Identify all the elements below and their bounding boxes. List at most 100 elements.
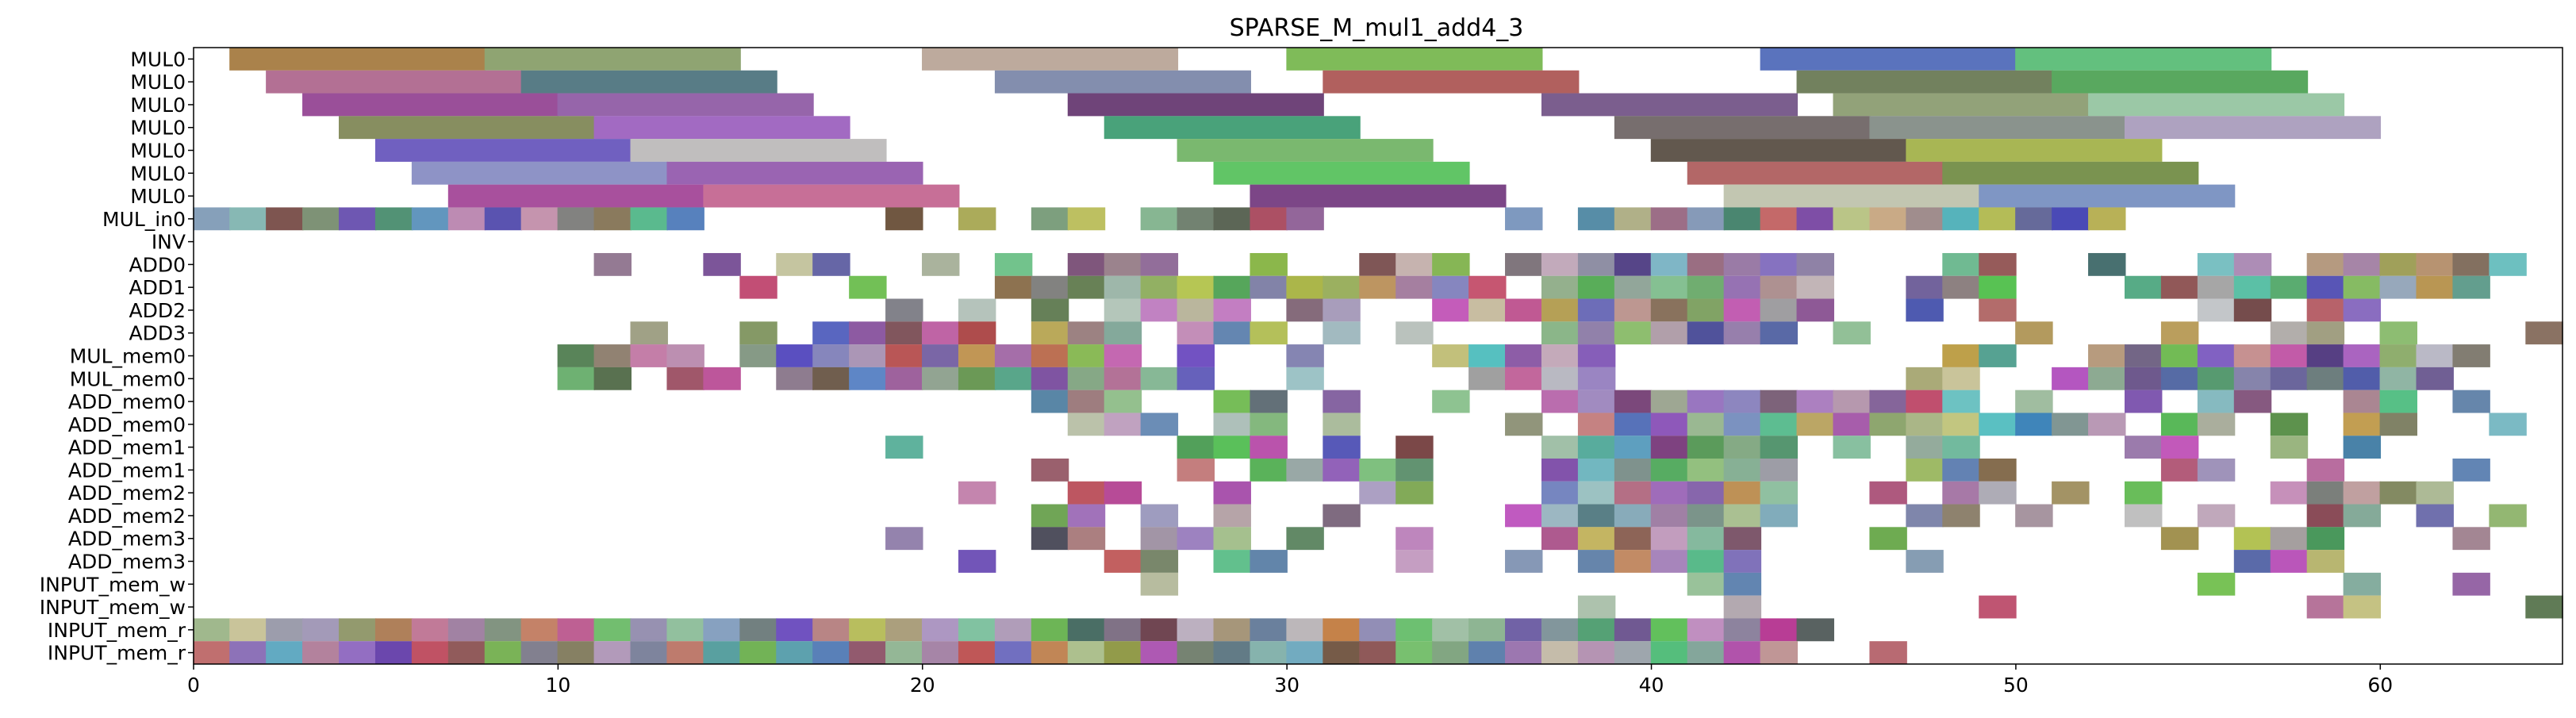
task-bar-row19-19 (2306, 481, 2345, 505)
task-bar-row7-17 (1067, 207, 1106, 231)
task-bar-row13-14 (1104, 344, 1142, 367)
task-bar-row7-12 (630, 207, 668, 231)
task-bar-row13-27 (2197, 344, 2236, 367)
task-bar-row25-33 (1395, 618, 1434, 642)
task-bar-row19-8 (1614, 481, 1653, 505)
task-bar-row10-34 (2379, 275, 2417, 299)
task-bar-row10-35 (2416, 275, 2454, 299)
task-bar-row21-18 (2306, 527, 2345, 551)
y-tick-label: ADD2 (129, 299, 186, 322)
x-tick-label: 10 (545, 674, 570, 697)
task-bar-row18-17 (2160, 458, 2199, 482)
task-bar-row25-4 (339, 618, 377, 642)
task-bar-row11-9 (1432, 298, 1470, 322)
task-bar-row12-2 (812, 321, 850, 345)
task-bar-row16-3 (1213, 413, 1251, 436)
task-bar-row17-12 (1760, 436, 1799, 459)
task-bar-row5-2 (1213, 161, 1470, 185)
task-bar-row10-21 (1723, 275, 1762, 299)
task-bar-row26-0 (193, 641, 231, 665)
task-bar-row2-4 (1833, 93, 2090, 117)
task-bar-row12-25 (2270, 321, 2309, 345)
task-bar-row4-0 (374, 139, 632, 162)
task-bar-row15-4 (1250, 390, 1288, 413)
y-tick-label: MUL0 (130, 94, 186, 117)
task-bar-row15-17 (1906, 390, 1944, 413)
task-bar-row7-37 (2052, 207, 2090, 231)
task-bar-row13-13 (1067, 344, 1106, 367)
task-bar-row26-29 (1250, 641, 1288, 665)
task-bar-row26-23 (1031, 641, 1069, 665)
y-tick-label: ADD_mem2 (68, 482, 186, 505)
task-bar-row0-3 (1286, 47, 1543, 71)
task-bar-row22-0 (958, 550, 996, 573)
task-bar-row0-4 (1760, 47, 2017, 71)
task-bar-row19-3 (1213, 481, 1251, 505)
task-bar-row0-0 (229, 47, 486, 71)
x-tick-label: 20 (910, 674, 935, 697)
task-bar-row25-24 (1067, 618, 1106, 642)
task-bar-row10-0 (739, 275, 777, 299)
task-bar-row9-10 (1359, 252, 1397, 276)
task-bar-row25-36 (1505, 618, 1543, 642)
task-bar-row15-25 (2452, 390, 2490, 413)
task-bar-row26-27 (1177, 641, 1215, 665)
task-bar-row20-16 (2124, 504, 2163, 528)
task-bar-row15-24 (2379, 390, 2417, 413)
task-bar-row25-16 (776, 618, 814, 642)
task-bar-row13-11 (994, 344, 1033, 367)
task-bar-row19-14 (1942, 481, 1980, 505)
task-bar-row17-14 (1906, 436, 1944, 459)
task-bar-row3-4 (1869, 116, 2126, 140)
task-bar-row20-19 (2343, 504, 2382, 528)
task-bar-row10-22 (1760, 275, 1799, 299)
task-bar-row17-2 (1213, 436, 1251, 459)
task-bar-row4-4 (1906, 139, 2163, 162)
task-bar-row1-5 (2052, 70, 2309, 94)
task-bar-row9-4 (922, 252, 960, 276)
task-bar-row23-3 (2197, 572, 2236, 596)
task-bar-row14-11 (1031, 367, 1069, 390)
task-bar-row21-11 (1650, 527, 1689, 551)
task-bar-row26-10 (557, 641, 596, 665)
task-bar-row24-5 (2525, 595, 2563, 619)
task-bar-row19-13 (1869, 481, 1907, 505)
y-tick-label: MUL0 (130, 185, 186, 208)
task-bar-row26-15 (739, 641, 777, 665)
task-bar-row9-27 (2306, 252, 2345, 276)
task-bar-row25-12 (630, 618, 668, 642)
task-bar-row7-1 (229, 207, 267, 231)
task-bar-row12-19 (1687, 321, 1726, 345)
task-bar-row17-0 (885, 436, 923, 459)
task-bar-row0-5 (2015, 47, 2272, 71)
task-bar-row14-18 (1505, 367, 1543, 390)
task-bar-row15-23 (2343, 390, 2382, 413)
task-bar-row20-6 (1541, 504, 1580, 528)
task-bar-row25-37 (1541, 618, 1580, 642)
task-bar-row7-11 (593, 207, 632, 231)
task-bar-row7-19 (1177, 207, 1215, 231)
task-bar-row25-15 (739, 618, 777, 642)
task-bar-row26-13 (666, 641, 704, 665)
task-bar-row12-18 (1650, 321, 1689, 345)
task-bar-row7-10 (557, 207, 596, 231)
task-bar-row7-29 (1760, 207, 1799, 231)
task-bar-row4-2 (1177, 139, 1434, 162)
task-bar-row13-15 (1177, 344, 1215, 367)
task-bar-row25-43 (1760, 618, 1799, 642)
task-bar-row10-16 (1541, 275, 1580, 299)
task-bar-row9-3 (812, 252, 850, 276)
task-bar-row25-17 (812, 618, 850, 642)
task-bar-row1-1 (520, 70, 777, 94)
task-bar-row23-5 (2452, 572, 2490, 596)
task-bar-row26-40 (1650, 641, 1689, 665)
bars-layer (193, 47, 2563, 665)
task-bar-row13-25 (2124, 344, 2163, 367)
task-bar-row21-9 (1577, 527, 1616, 551)
task-bar-row3-2 (1104, 116, 1361, 140)
task-bar-row11-13 (1577, 298, 1616, 322)
task-bar-row16-7 (1577, 413, 1616, 436)
y-tick-label: ADD_mem0 (68, 390, 186, 413)
task-bar-row20-15 (2015, 504, 2053, 528)
task-bar-row22-13 (2233, 550, 2272, 573)
